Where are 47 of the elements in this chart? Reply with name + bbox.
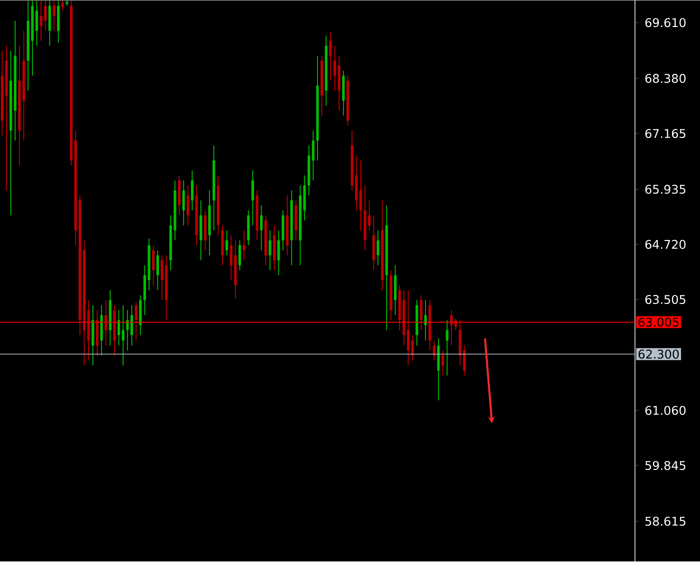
candlestick xyxy=(277,230,280,276)
candlestick xyxy=(441,350,444,376)
candlestick xyxy=(130,304,134,346)
candlestick xyxy=(420,294,422,331)
candlestick xyxy=(61,0,64,12)
candlestick xyxy=(134,302,138,342)
candlestick xyxy=(454,318,458,331)
candlestick xyxy=(359,160,362,231)
y-tick-label: 68.380 xyxy=(645,74,686,84)
candlestick xyxy=(160,254,164,301)
candlestick xyxy=(312,130,314,181)
y-tick-label: 64.720 xyxy=(645,240,686,250)
candlestick xyxy=(230,234,232,281)
candlestick xyxy=(186,185,190,226)
candlestick xyxy=(424,300,427,342)
candlestick xyxy=(450,310,453,346)
y-tick-label: 61.060 xyxy=(645,406,686,415)
candlestick xyxy=(251,170,254,226)
ref-line-label: 62.300 xyxy=(638,350,679,359)
candlestick xyxy=(333,45,336,92)
candlestick xyxy=(268,230,272,271)
candlestick xyxy=(190,170,194,211)
candlestick xyxy=(104,300,108,346)
candlestick xyxy=(242,230,246,261)
candlestick xyxy=(35,0,38,46)
candlestick xyxy=(376,230,380,266)
candlestick xyxy=(406,290,410,366)
y-tick-label: 59.845 xyxy=(645,461,686,470)
candlestick xyxy=(182,180,185,226)
y-tick-label: 67.165 xyxy=(645,129,686,138)
candlestick xyxy=(52,0,56,32)
candlestick xyxy=(122,304,124,366)
candlestick xyxy=(238,240,242,271)
candlestick xyxy=(260,205,263,251)
candlestick xyxy=(446,320,448,376)
candlestick xyxy=(126,310,129,352)
y-tick-label: 58.615 xyxy=(645,516,686,526)
candlestick xyxy=(156,250,159,291)
candlestick xyxy=(118,310,120,346)
candlestick xyxy=(225,230,228,256)
candlestick xyxy=(152,244,155,286)
y-tick-label: 69.610 xyxy=(645,18,686,28)
ref-line-label: 63.005 xyxy=(638,318,678,327)
candlestick xyxy=(40,0,42,42)
candlestick xyxy=(329,32,332,82)
y-tick-label: 65.935 xyxy=(645,184,686,194)
y-tick-label: 63.505 xyxy=(645,295,686,304)
